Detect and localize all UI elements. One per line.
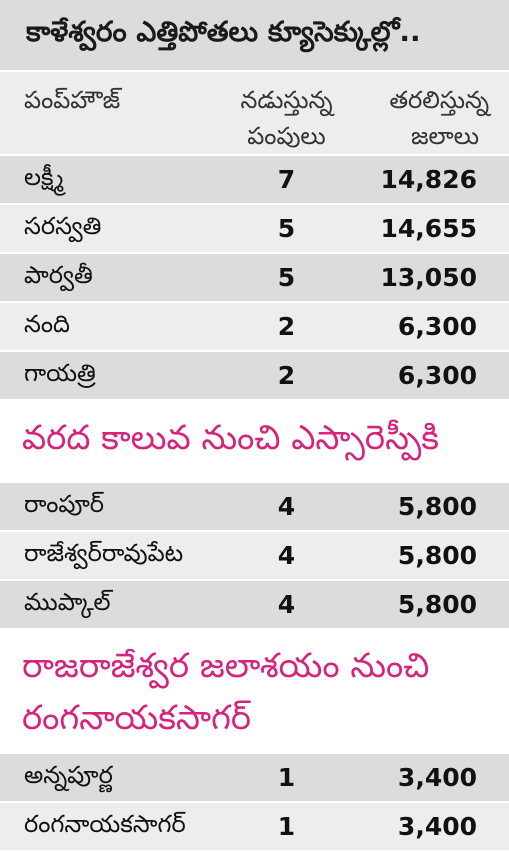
table-row: పార్వతీ 5 13,050 bbox=[0, 254, 509, 303]
pumphouse-name: రాజేశ్వర్‌రావుపేట bbox=[24, 538, 184, 567]
pumphouse-name: రాంపూర్ bbox=[24, 489, 105, 518]
page-title: కాళేశ్వరం ఎత్తిపోతలు క్యూసెక్కుల్లో.. bbox=[26, 15, 421, 48]
pump-count: 2 bbox=[277, 312, 296, 341]
header-running-pumps: నడుస్తున్న పంపులు bbox=[215, 72, 358, 154]
section-title-line2: రంగనాయకసాగర్ bbox=[22, 698, 252, 738]
section-title: వరద కాలువ నుంచి ఎస్సారెస్పీకి bbox=[22, 418, 439, 458]
header-lifting-water: తరలిస్తున్న జలాలు bbox=[358, 72, 509, 154]
table-row: సరస్వతి 5 14,655 bbox=[0, 205, 509, 254]
pump-count: 4 bbox=[277, 492, 296, 521]
water-volume: 14,655 bbox=[380, 214, 477, 243]
pump-count: 7 bbox=[277, 165, 296, 194]
table-row: లక్ష్మీ 7 14,826 bbox=[0, 156, 509, 205]
pumphouse-name: లక్ష్మీ bbox=[24, 162, 64, 191]
water-volume: 3,400 bbox=[397, 812, 477, 841]
pumphouse-name: అన్నపూర్ణ bbox=[24, 760, 113, 789]
pump-count: 4 bbox=[277, 590, 296, 619]
pump-count: 2 bbox=[277, 361, 296, 390]
pumphouse-name: గాయత్రి bbox=[24, 358, 96, 387]
header-running-line2: పంపులు bbox=[247, 122, 326, 150]
pump-count: 1 bbox=[277, 763, 296, 792]
pump-count: 4 bbox=[277, 541, 296, 570]
table-row: నంది 2 6,300 bbox=[0, 303, 509, 352]
water-volume: 3,400 bbox=[397, 763, 477, 792]
pump-count: 5 bbox=[277, 214, 296, 243]
section-title-line1: రాజరాజేశ్వర జలాశయం నుంచి bbox=[22, 646, 430, 686]
water-volume: 13,050 bbox=[380, 263, 477, 292]
water-volume: 5,800 bbox=[397, 492, 477, 521]
header-pumphouse: పంప్‌హౌజ్ bbox=[24, 86, 121, 114]
table-row: ముప్కాల్ 4 5,800 bbox=[0, 581, 509, 630]
water-volume: 6,300 bbox=[397, 312, 477, 341]
pump-count: 5 bbox=[277, 263, 296, 292]
table-row: అన్నపూర్ణ 1 3,400 bbox=[0, 754, 509, 803]
water-volume: 14,826 bbox=[380, 165, 477, 194]
pumphouse-name: సరస్వతి bbox=[24, 211, 102, 240]
header-lifting-line1: తరలిస్తున్న bbox=[389, 86, 489, 114]
section-heading-reservoir: రాజరాజేశ్వర జలాశయం నుంచి రంగనాయకసాగర్ bbox=[0, 630, 509, 754]
section-heading-flood-canal: వరద కాలువ నుంచి ఎస్సారెస్పీకి bbox=[0, 401, 509, 483]
header-running-line1: నడుస్తున్న bbox=[240, 86, 333, 114]
pumphouse-name: రంగనాయకసాగర్ bbox=[24, 809, 186, 838]
title-bar: కాళేశ్వరం ఎత్తిపోతలు క్యూసెక్కుల్లో.. bbox=[0, 0, 509, 70]
table-row: రాజేశ్వర్‌రావుపేట 4 5,800 bbox=[0, 532, 509, 581]
table-row: రాంపూర్ 4 5,800 bbox=[0, 483, 509, 532]
water-volume: 5,800 bbox=[397, 590, 477, 619]
table-row: గాయత్రి 2 6,300 bbox=[0, 352, 509, 401]
water-volume: 6,300 bbox=[397, 361, 477, 390]
pump-count: 1 bbox=[277, 812, 296, 841]
pumphouse-name: పార్వతీ bbox=[24, 260, 93, 289]
pumphouse-name: ముప్కాల్ bbox=[24, 587, 111, 616]
table-row: రంగనాయకసాగర్ 1 3,400 bbox=[0, 803, 509, 852]
pumphouse-name: నంది bbox=[24, 309, 70, 338]
table-header: పంప్‌హౌజ్ నడుస్తున్న పంపులు తరలిస్తున్న … bbox=[0, 70, 509, 156]
water-volume: 5,800 bbox=[397, 541, 477, 570]
header-lifting-line2: జలాలు bbox=[411, 122, 479, 150]
